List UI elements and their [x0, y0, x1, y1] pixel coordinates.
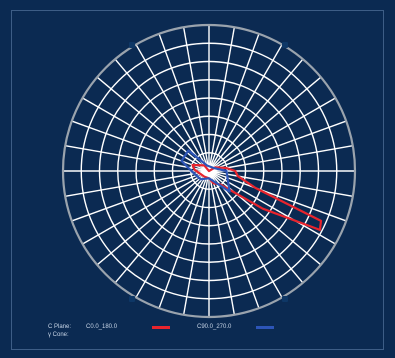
ring-marker [282, 42, 288, 48]
legend-series-1-label: C0.0_180.0 [86, 324, 118, 330]
series-layer [180, 149, 323, 231]
ring-marker [129, 42, 135, 48]
ring-marker [282, 296, 288, 302]
ring-marker [129, 296, 135, 302]
c-plane-label: C Plane: [48, 324, 72, 330]
grid-ring [153, 115, 265, 227]
grid-ring [98, 60, 320, 282]
grid-ring [80, 42, 338, 300]
legend-series-1-swatch [152, 326, 170, 329]
polar-grid [61, 23, 357, 319]
series-2-curve [180, 149, 231, 193]
gamma-cone-label: γ Cone: [48, 332, 69, 338]
grid-ring [117, 79, 301, 263]
grid-ring [135, 97, 283, 245]
grid-ring [171, 133, 247, 209]
grid-outer-ring [61, 23, 357, 319]
legend-series-2-label: C90.0_270.0 [197, 324, 232, 330]
chart-frame [11, 10, 384, 350]
legend-series-2-swatch [256, 326, 274, 329]
legend: C Plane: C0.0_180.0 C90.0_270.0 γ Cone: [48, 323, 348, 353]
series-1-curve [191, 163, 323, 231]
